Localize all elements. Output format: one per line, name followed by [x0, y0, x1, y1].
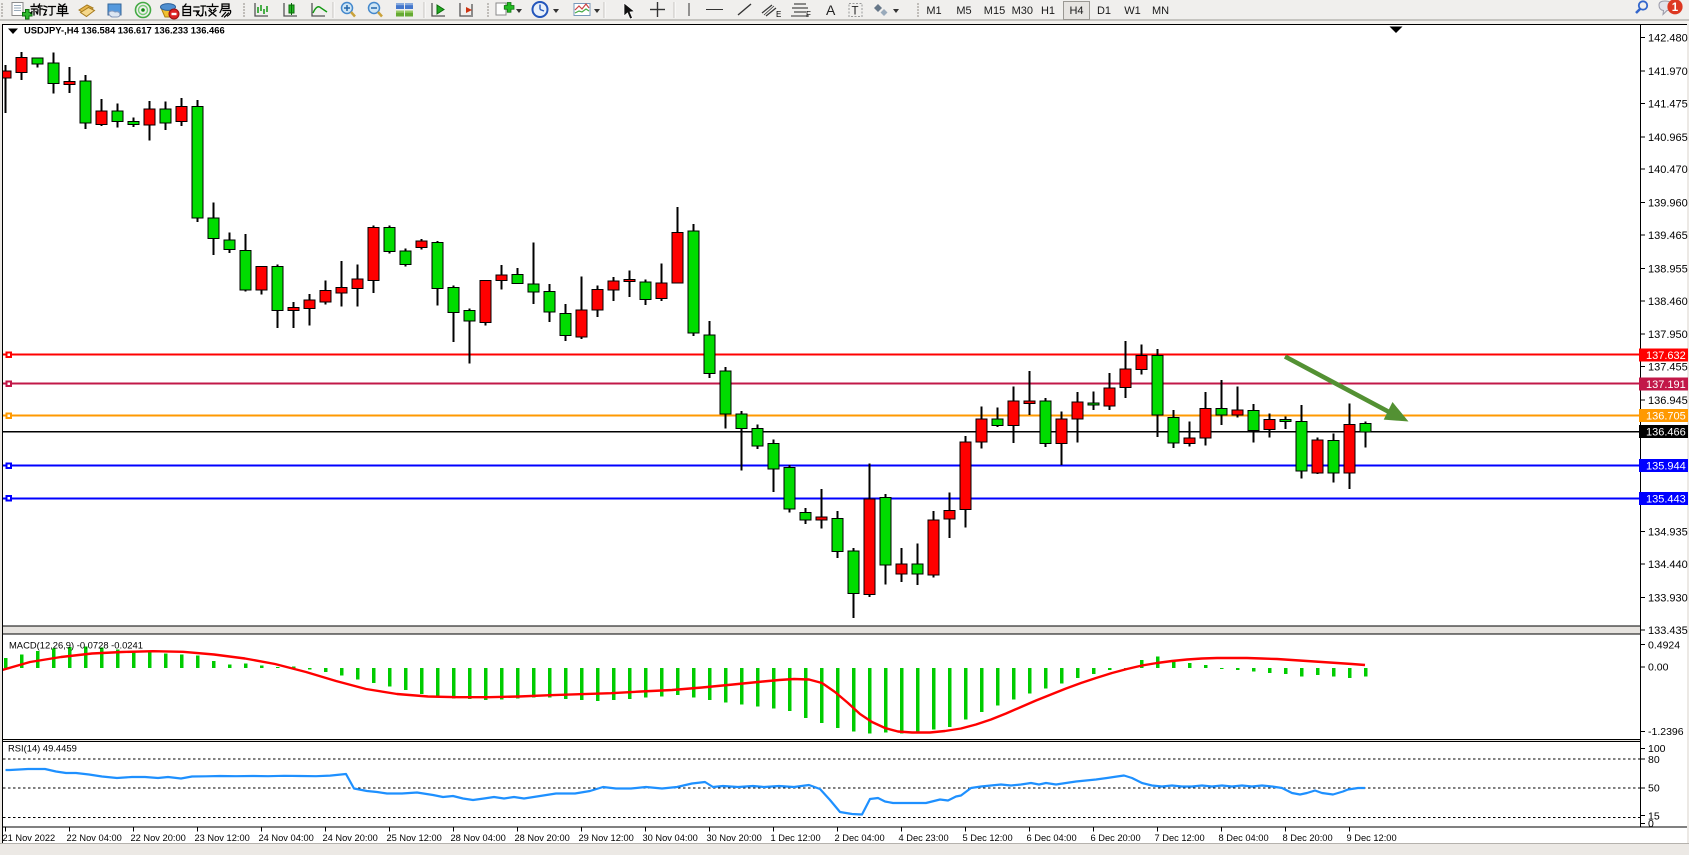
- svg-text:23 Nov 12:00: 23 Nov 12:00: [195, 833, 250, 843]
- svg-text:134.935: 134.935: [1648, 527, 1688, 539]
- svg-text:T: T: [852, 6, 859, 18]
- svg-text:M15: M15: [984, 5, 1005, 17]
- svg-text:USDJPY-,H4 136.584 136.617 13: USDJPY-,H4 136.584 136.617 136.233 136.4…: [24, 25, 225, 36]
- svg-text:137.632: 137.632: [1646, 350, 1686, 362]
- svg-text:E: E: [776, 10, 781, 19]
- svg-text:22 Nov 20:00: 22 Nov 20:00: [131, 833, 186, 843]
- svg-text:100: 100: [1648, 743, 1666, 755]
- svg-text:137.191: 137.191: [1646, 379, 1686, 391]
- svg-text:-1.2396: -1.2396: [1648, 726, 1684, 738]
- svg-text:MACD(12,26,9) -0.0728 -0.0241: MACD(12,26,9) -0.0728 -0.0241: [9, 640, 143, 651]
- svg-text:8 Dec 04:00: 8 Dec 04:00: [1219, 833, 1269, 843]
- svg-text:6 Dec 04:00: 6 Dec 04:00: [1027, 833, 1077, 843]
- svg-text:133.435: 133.435: [1648, 625, 1688, 637]
- svg-text:H1: H1: [1041, 5, 1055, 17]
- svg-text:MN: MN: [1152, 5, 1169, 17]
- svg-text:22 Nov 04:00: 22 Nov 04:00: [67, 833, 122, 843]
- svg-text:29 Nov 12:00: 29 Nov 12:00: [579, 833, 634, 843]
- svg-text:137.455: 137.455: [1648, 362, 1688, 374]
- svg-text:0.4924: 0.4924: [1648, 639, 1680, 651]
- svg-text:5 Dec 12:00: 5 Dec 12:00: [963, 833, 1013, 843]
- svg-text:30 Nov 04:00: 30 Nov 04:00: [643, 833, 698, 843]
- svg-text:15: 15: [1648, 810, 1660, 822]
- svg-text:80: 80: [1648, 754, 1660, 766]
- svg-text:RSI(14) 49.4459: RSI(14) 49.4459: [8, 743, 77, 754]
- svg-text:M5: M5: [956, 5, 971, 17]
- svg-text:137.950: 137.950: [1648, 329, 1688, 341]
- svg-text:1 Dec 12:00: 1 Dec 12:00: [771, 833, 821, 843]
- svg-text:24 Nov 04:00: 24 Nov 04:00: [259, 833, 314, 843]
- svg-text:136.705: 136.705: [1646, 411, 1686, 423]
- svg-text:136.945: 136.945: [1648, 395, 1688, 407]
- svg-text:25 Nov 12:00: 25 Nov 12:00: [387, 833, 442, 843]
- svg-text:30 Nov 20:00: 30 Nov 20:00: [707, 833, 762, 843]
- svg-text:1: 1: [1672, 2, 1679, 14]
- svg-text:140.965: 140.965: [1648, 132, 1688, 144]
- svg-text:135.944: 135.944: [1646, 461, 1686, 473]
- svg-text:28 Nov 04:00: 28 Nov 04:00: [451, 833, 506, 843]
- svg-text:24 Nov 20:00: 24 Nov 20:00: [323, 833, 378, 843]
- svg-text:135.443: 135.443: [1646, 493, 1686, 505]
- svg-text:4 Dec 23:00: 4 Dec 23:00: [899, 833, 949, 843]
- svg-text:0: 0: [1648, 818, 1654, 830]
- svg-text:140.470: 140.470: [1648, 164, 1688, 176]
- svg-text:134.440: 134.440: [1648, 559, 1688, 571]
- svg-text:21 Nov 2022: 21 Nov 2022: [3, 833, 56, 843]
- svg-text:F: F: [806, 10, 811, 19]
- svg-text:6 Dec 20:00: 6 Dec 20:00: [1091, 833, 1141, 843]
- svg-text:138.955: 138.955: [1648, 263, 1688, 275]
- svg-text:M30: M30: [1012, 5, 1033, 17]
- svg-text:142.480: 142.480: [1648, 33, 1688, 45]
- svg-text:H4: H4: [1069, 5, 1083, 17]
- svg-text:0.00: 0.00: [1648, 662, 1669, 674]
- svg-text:M1: M1: [926, 5, 941, 17]
- svg-text:7 Dec 12:00: 7 Dec 12:00: [1155, 833, 1205, 843]
- svg-text:8 Dec 20:00: 8 Dec 20:00: [1283, 833, 1333, 843]
- svg-text:2 Dec 04:00: 2 Dec 04:00: [835, 833, 885, 843]
- svg-text:W1: W1: [1124, 5, 1141, 17]
- svg-text:D1: D1: [1097, 5, 1111, 17]
- svg-text:9 Dec 12:00: 9 Dec 12:00: [1347, 833, 1397, 843]
- svg-text:139.960: 139.960: [1648, 198, 1688, 210]
- svg-text:A: A: [826, 2, 836, 18]
- svg-text:139.465: 139.465: [1648, 230, 1688, 242]
- svg-text:138.460: 138.460: [1648, 296, 1688, 308]
- svg-text:133.930: 133.930: [1648, 592, 1688, 604]
- svg-text:50: 50: [1648, 783, 1660, 795]
- svg-text:141.970: 141.970: [1648, 66, 1688, 78]
- svg-text:141.475: 141.475: [1648, 98, 1688, 110]
- svg-text:28 Nov 20:00: 28 Nov 20:00: [515, 833, 570, 843]
- svg-text:136.466: 136.466: [1646, 426, 1686, 438]
